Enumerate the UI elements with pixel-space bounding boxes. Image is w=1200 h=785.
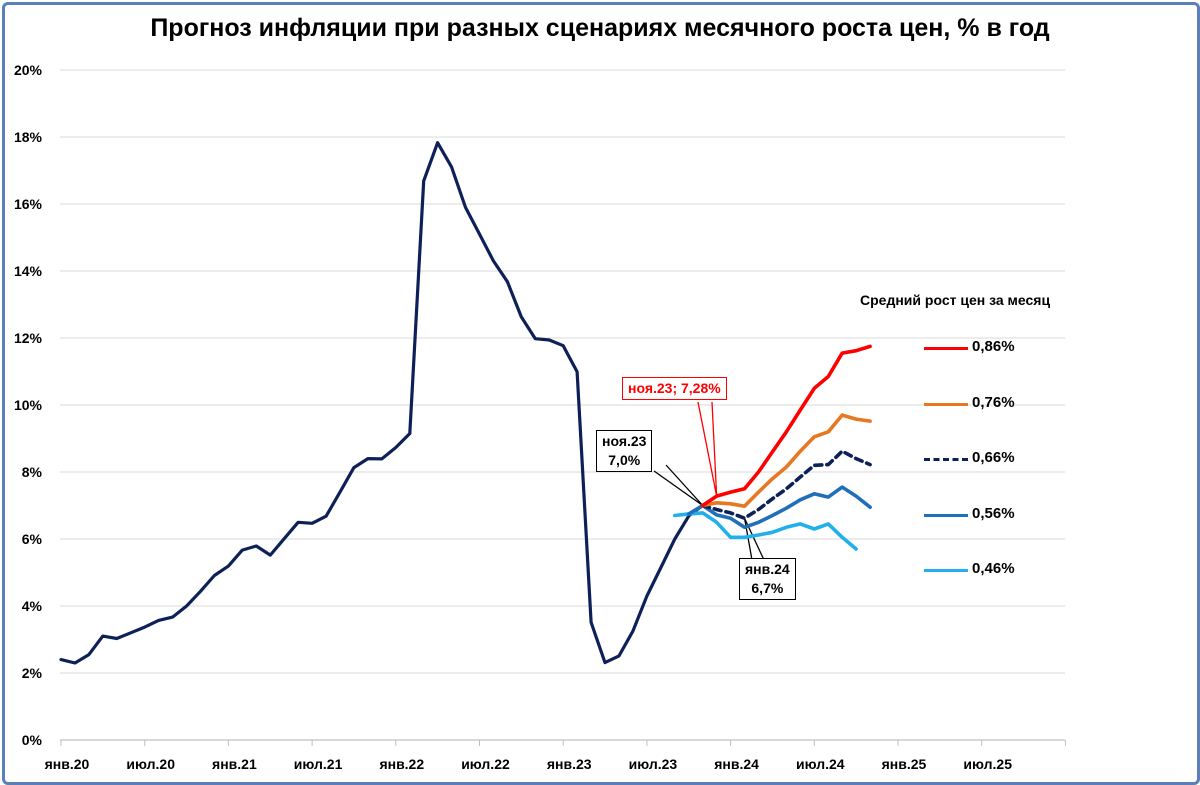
series-line-0-86pct: [700, 344, 872, 508]
callout-nov23-base-line1: ноя.23: [602, 433, 647, 449]
legend-item: 0,76%: [924, 394, 1044, 414]
x-tick-label: июл.23: [629, 756, 678, 772]
x-tick-labels: янв.20 июл.20 янв.21 июл.21 янв.22 июл.22 янв.…: [45, 756, 1013, 772]
y-tick-label: 8%: [22, 464, 43, 480]
legend-item: 0,56%: [924, 505, 1044, 525]
series-lines: [59, 141, 872, 665]
legend-label: 0,86%: [972, 338, 1015, 355]
x-tick-label: янв.25: [882, 756, 927, 772]
series-line-0-56pct: [686, 485, 872, 530]
x-tick-label: июл.24: [796, 756, 845, 772]
y-tick-label: 14%: [14, 263, 43, 279]
chart-title: Прогноз инфляции при разных сценариях ме…: [150, 14, 1050, 42]
y-tick-label: 18%: [14, 129, 43, 145]
legend-swatch: [924, 569, 968, 572]
series-line-actual: [59, 141, 705, 665]
callout-nov23-base-line2: 7,0%: [608, 452, 641, 468]
series-line-0-66pct: [700, 449, 872, 521]
y-tick-label: 2%: [22, 665, 43, 681]
callout-nov23-red: ноя.23; 7,28%: [622, 377, 727, 400]
legend-item: 0,66%: [924, 449, 1044, 469]
legend-item: 0,46%: [924, 560, 1044, 580]
callout-jan24-line2: 6,7%: [751, 580, 784, 596]
x-tick-label: июл.22: [461, 756, 510, 772]
y-tick-labels: 0% 2% 4% 6% 8% 10% 12% 14% 16% 18% 20%: [14, 62, 43, 748]
callout-jan24-line1: янв.24: [745, 561, 790, 577]
legend-label: 0,76%: [972, 393, 1015, 411]
legend-label: 0,66%: [972, 449, 1015, 466]
legend-label: 0,46%: [972, 560, 1015, 577]
legend-title: Средний рост цен за месяц: [860, 292, 1051, 308]
x-tick-label: янв.21: [212, 756, 257, 772]
x-tick-label: янв.22: [379, 756, 424, 772]
y-tick-label: 10%: [14, 397, 43, 413]
x-tick-label: июл.20: [126, 756, 175, 772]
legend-swatch: [924, 402, 968, 406]
x-tick-label: янв.23: [547, 756, 592, 772]
y-tick-label: 6%: [22, 531, 43, 547]
y-tick-label: 20%: [14, 62, 43, 78]
legend-item: 0,86%: [924, 338, 1044, 358]
series-line-0-76pct: [700, 413, 872, 509]
axes: [60, 739, 1066, 746]
x-tick-label: июл.25: [963, 756, 1012, 772]
callout-leader: [653, 464, 704, 507]
y-tick-label: 12%: [14, 330, 43, 346]
legend-swatch: [924, 513, 968, 517]
y-tick-label: 0%: [22, 732, 43, 748]
y-tick-label: 4%: [22, 598, 43, 614]
callout-leader: [697, 401, 718, 497]
x-tick-label: июл.21: [294, 756, 343, 772]
legend-swatch: [924, 458, 968, 461]
legend-label: 0,56%: [972, 504, 1015, 522]
callout-nov23-base: ноя.23 7,0%: [596, 430, 653, 472]
callout-jan24: янв.24 6,7%: [739, 558, 796, 600]
x-tick-label: янв.24: [714, 756, 759, 772]
legend-swatch: [924, 347, 968, 350]
x-tick-label: янв.20: [45, 756, 90, 772]
callout-nov23-red-text: ноя.23; 7,28%: [628, 380, 721, 396]
series-line-0-46pct: [672, 511, 858, 551]
gridlines: [60, 69, 1065, 674]
y-tick-label: 16%: [14, 196, 43, 212]
